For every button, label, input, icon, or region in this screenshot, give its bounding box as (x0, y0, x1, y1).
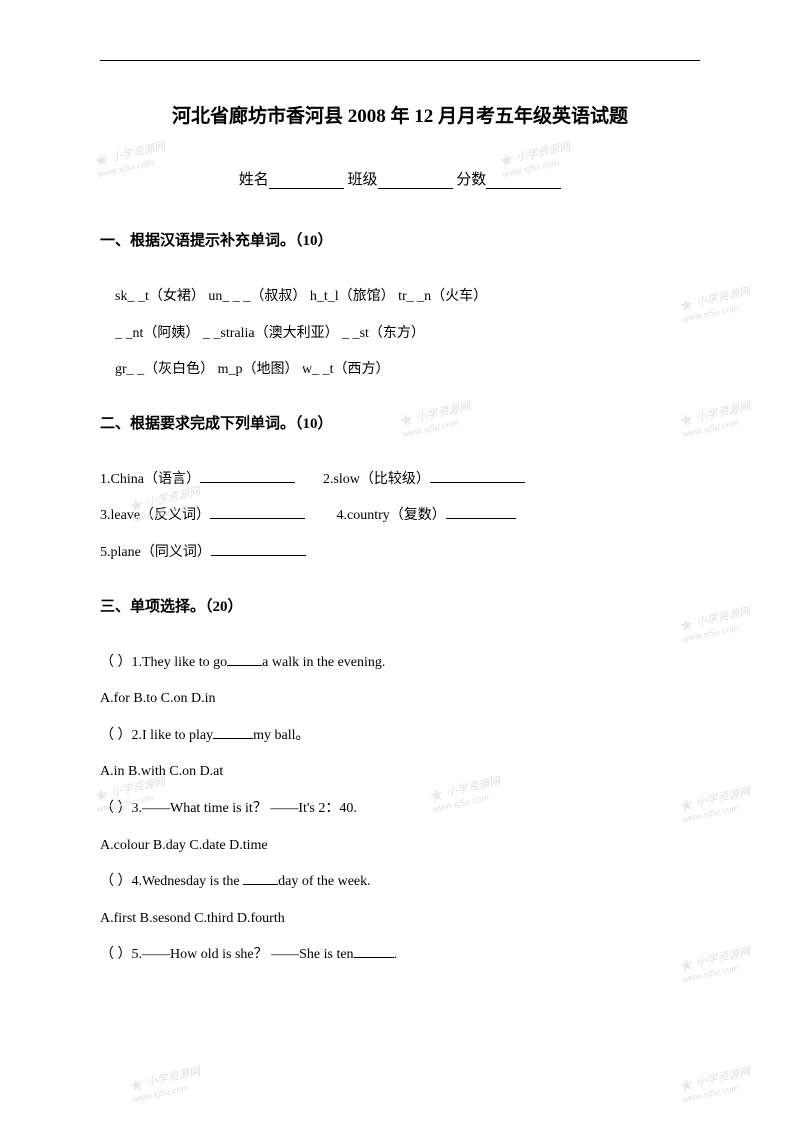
q1-stem-text: （ ）1.They like to go (100, 655, 227, 670)
q2-stem-text: （ ）2.I like to play (100, 728, 213, 743)
blank (211, 542, 306, 556)
watermark: 小学资源网www.xj5u.com (128, 1063, 204, 1105)
q2-options: A.in B.with C.on D.at (100, 755, 700, 789)
s2-row3: 5.plane（同义词） (100, 536, 700, 570)
q5-stem-text: （ ）5.——How old is she？ ——She is ten (100, 947, 354, 962)
blank (213, 725, 253, 739)
s2-row1: 1.China（语言） 2.slow（比较级） (100, 463, 700, 497)
s2-item5: 5.plane（同义词） (100, 545, 211, 560)
class-blank (378, 173, 453, 189)
blank (227, 652, 262, 666)
section3-header: 三、单项选择。（20） (100, 595, 700, 616)
s1-line1: sk_ _t（女裙） un_ _ _（叔叔） h_t_l（旅馆） tr_ _n（… (115, 280, 700, 314)
s2-item2: 2.slow（比较级） (323, 472, 430, 487)
blank (210, 505, 305, 519)
s2-item3: 3.leave（反义词） (100, 508, 210, 523)
score-blank (486, 173, 561, 189)
class-label: 班级 (347, 172, 377, 188)
blank (430, 469, 525, 483)
score-label: 分数 (456, 172, 486, 188)
blank (200, 469, 295, 483)
q1-stem-after: a walk in the evening. (262, 655, 385, 670)
watermark: 小学资源网www.xj5u.com (678, 1063, 754, 1105)
q4-stem: （ ）4.Wednesday is the day of the week. (100, 865, 700, 899)
s2-row2: 3.leave（反义词） 4.country（复数） (100, 499, 700, 533)
s1-line2: _ _nt（阿姨） _ _stralia（澳大利亚） _ _st（东方） (115, 317, 700, 351)
blank (243, 871, 278, 885)
s2-item4: 4.country（复数） (337, 508, 446, 523)
page-title: 河北省廊坊市香河县 2008 年 12 月月考五年级英语试题 (100, 101, 700, 128)
q5-stem: （ ）5.——How old is she？ ——She is ten. (100, 938, 700, 972)
q1-options: A.for B.to C.on D.in (100, 682, 700, 716)
name-blank (269, 173, 344, 189)
q1-stem: （ ）1.They like to go a walk in the evenin… (100, 646, 700, 680)
q5-stem-after: . (394, 947, 398, 962)
blank (354, 944, 394, 958)
top-divider (100, 60, 700, 61)
section1-header: 一、根据汉语提示补充单词。（10） (100, 229, 700, 250)
q3-stem: （ ）3.——What time is it？ ——It's 2：40. (100, 792, 700, 826)
student-info-line: 姓名 班级 分数 (100, 168, 700, 189)
s2-item1: 1.China（语言） (100, 472, 200, 487)
q2-stem-after: my ball。 (253, 728, 309, 743)
q4-stem-text: （ ）4.Wednesday is the (100, 874, 243, 889)
section2-header: 二、根据要求完成下列单词。（10） (100, 412, 700, 433)
q2-stem: （ ）2.I like to play my ball。 (100, 719, 700, 753)
name-label: 姓名 (239, 172, 269, 188)
q4-options: A.first B.sesond C.third D.fourth (100, 902, 700, 936)
blank (446, 505, 516, 519)
s1-line3: gr_ _（灰白色） m_p（地图） w_ _t（西方） (115, 353, 700, 387)
q3-options: A.colour B.day C.date D.time (100, 829, 700, 863)
q4-stem-after: day of the week. (278, 874, 371, 889)
